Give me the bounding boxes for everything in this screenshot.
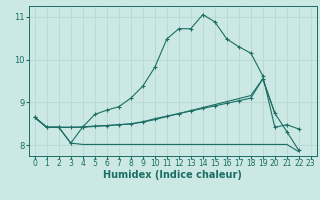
X-axis label: Humidex (Indice chaleur): Humidex (Indice chaleur): [103, 170, 242, 180]
